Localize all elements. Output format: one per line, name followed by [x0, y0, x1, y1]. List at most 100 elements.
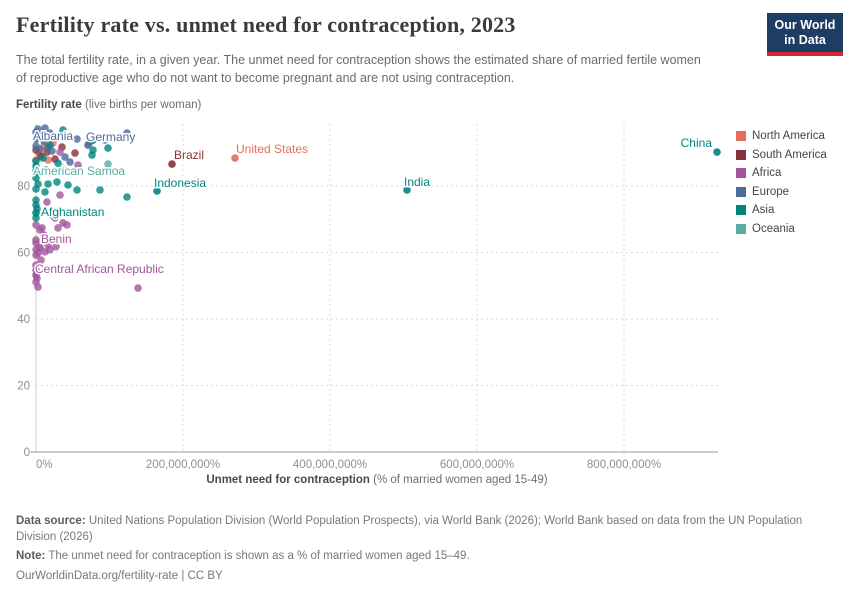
scatter-point[interactable] — [104, 160, 112, 168]
scatter-point[interactable] — [58, 164, 66, 172]
scatter-point[interactable] — [44, 180, 52, 188]
owid-logo[interactable]: Our World in Data — [767, 13, 843, 56]
legend-item-north-america[interactable]: North America — [736, 130, 827, 142]
x-axis-title: Unmet need for contraception (% of marri… — [36, 474, 718, 486]
legend-item-africa[interactable]: Africa — [736, 167, 827, 179]
scatter-point[interactable] — [51, 214, 59, 222]
scatter-point[interactable] — [61, 153, 69, 161]
scatter-point[interactable] — [96, 186, 104, 194]
scatter-point[interactable] — [46, 129, 54, 137]
scatter-point[interactable] — [56, 191, 64, 199]
scatter-point[interactable] — [46, 141, 54, 149]
permalink-link[interactable]: OurWorldinData.org/fertility-rate — [16, 570, 179, 582]
legend-label: North America — [752, 130, 825, 142]
scatter-point[interactable] — [37, 256, 45, 264]
country-label[interactable]: Albania — [32, 128, 75, 145]
scatter-point[interactable] — [40, 137, 48, 145]
license-separator: | — [178, 570, 188, 582]
scatter-point[interactable] — [66, 158, 74, 166]
country-label[interactable]: Germany — [85, 129, 137, 146]
scatter-point[interactable] — [36, 244, 44, 252]
scatter-point[interactable] — [88, 151, 96, 159]
scatter-point[interactable] — [32, 185, 40, 193]
legend-item-south-america[interactable]: South America — [736, 149, 827, 161]
scatter-point[interactable] — [39, 154, 47, 162]
scatter-point[interactable] — [43, 198, 51, 206]
scatter-point[interactable] — [84, 141, 92, 149]
scatter-point[interactable] — [32, 251, 40, 259]
scatter-point[interactable] — [32, 271, 40, 279]
scatter-point[interactable] — [38, 224, 46, 232]
scatter-point[interactable] — [32, 209, 40, 217]
scatter-point[interactable] — [123, 129, 131, 137]
note-line: Note: The unmet need for contraception i… — [16, 548, 816, 564]
legend: North America South America Africa Europe As… — [736, 130, 827, 241]
legend-swatch — [736, 205, 746, 215]
scatter-point[interactable] — [153, 187, 161, 195]
scatter-point[interactable] — [39, 129, 47, 137]
legend-item-europe[interactable]: Europe — [736, 186, 827, 198]
legend-item-oceania[interactable]: Oceania — [736, 223, 827, 235]
country-label[interactable]: Indonesia — [153, 175, 208, 192]
country-label[interactable]: China — [679, 135, 714, 152]
scatter-point[interactable] — [46, 246, 54, 254]
scatter-point[interactable] — [59, 126, 67, 134]
country-label[interactable]: India — [403, 174, 432, 191]
scatter-point[interactable] — [32, 174, 40, 182]
legend-item-asia[interactable]: Asia — [736, 204, 827, 216]
scatter-point[interactable] — [403, 186, 411, 194]
country-label[interactable]: Brazil — [173, 147, 206, 164]
scatter-point[interactable] — [40, 231, 48, 239]
x-axis-title-rest: (% of married women aged 15-49) — [369, 474, 548, 486]
scatter-point[interactable] — [63, 221, 71, 229]
scatter-point[interactable] — [32, 166, 40, 174]
scatter-point[interactable] — [54, 224, 62, 232]
x-tick-label: 600,000,000% — [440, 459, 514, 471]
scatter-point[interactable] — [73, 186, 81, 194]
scatter-point[interactable] — [73, 135, 81, 143]
data-source-text: United Nations Population Division (Worl… — [16, 515, 803, 543]
scatter-point[interactable] — [41, 188, 49, 196]
scatter-point[interactable] — [32, 135, 40, 143]
scatter-point[interactable] — [53, 178, 61, 186]
scatter-point[interactable] — [42, 166, 50, 174]
y-tick-label: 80 — [17, 181, 30, 193]
scatter-point[interactable] — [104, 144, 112, 152]
y-tick-label: 60 — [17, 248, 30, 260]
scatter-point[interactable] — [36, 145, 44, 153]
scatter-point[interactable] — [134, 284, 142, 292]
country-label[interactable]: Benin — [40, 230, 74, 247]
country-label[interactable]: Afghanistan — [40, 203, 106, 220]
scatter-point[interactable] — [64, 181, 72, 189]
scatter-point[interactable] — [713, 148, 721, 156]
scatter-point[interactable] — [168, 160, 176, 168]
scatter-point[interactable] — [34, 283, 42, 291]
scatter-point[interactable] — [53, 134, 61, 142]
scatter-point[interactable] — [231, 154, 239, 162]
owid-logo-line2: in Data — [784, 33, 826, 47]
legend-label: Europe — [752, 185, 790, 198]
scatter-point[interactable] — [56, 148, 64, 156]
scatter-point[interactable] — [101, 136, 109, 144]
y-tick-label: 40 — [17, 314, 30, 326]
scatter-point[interactable] — [52, 243, 60, 251]
license-label: CC BY — [187, 570, 223, 582]
x-axis-title-bold: Unmet need for contraception — [206, 474, 370, 486]
country-label[interactable]: United States — [235, 141, 310, 158]
scatter-point[interactable] — [51, 168, 59, 176]
permalink-line: OurWorldinData.org/fertility-rate | CC B… — [16, 570, 816, 582]
country-label[interactable]: Central African Republic — [34, 261, 166, 278]
country-label[interactable]: American Samoa — [32, 163, 127, 180]
legend-label: Asia — [752, 204, 775, 216]
scatter-point[interactable] — [74, 161, 82, 169]
note-text: The unmet need for contraception is show… — [45, 550, 470, 562]
scatter-point[interactable] — [62, 133, 70, 141]
scatter-point[interactable] — [89, 136, 97, 144]
chart-title: Fertility rate vs. unmet need for contra… — [16, 12, 516, 37]
scatter-point[interactable] — [71, 149, 79, 157]
x-tick-label: 800,000,000% — [587, 459, 661, 471]
scatter-point[interactable] — [123, 193, 131, 201]
scatter-point[interactable] — [48, 147, 56, 155]
scatter-point[interactable] — [32, 221, 40, 229]
